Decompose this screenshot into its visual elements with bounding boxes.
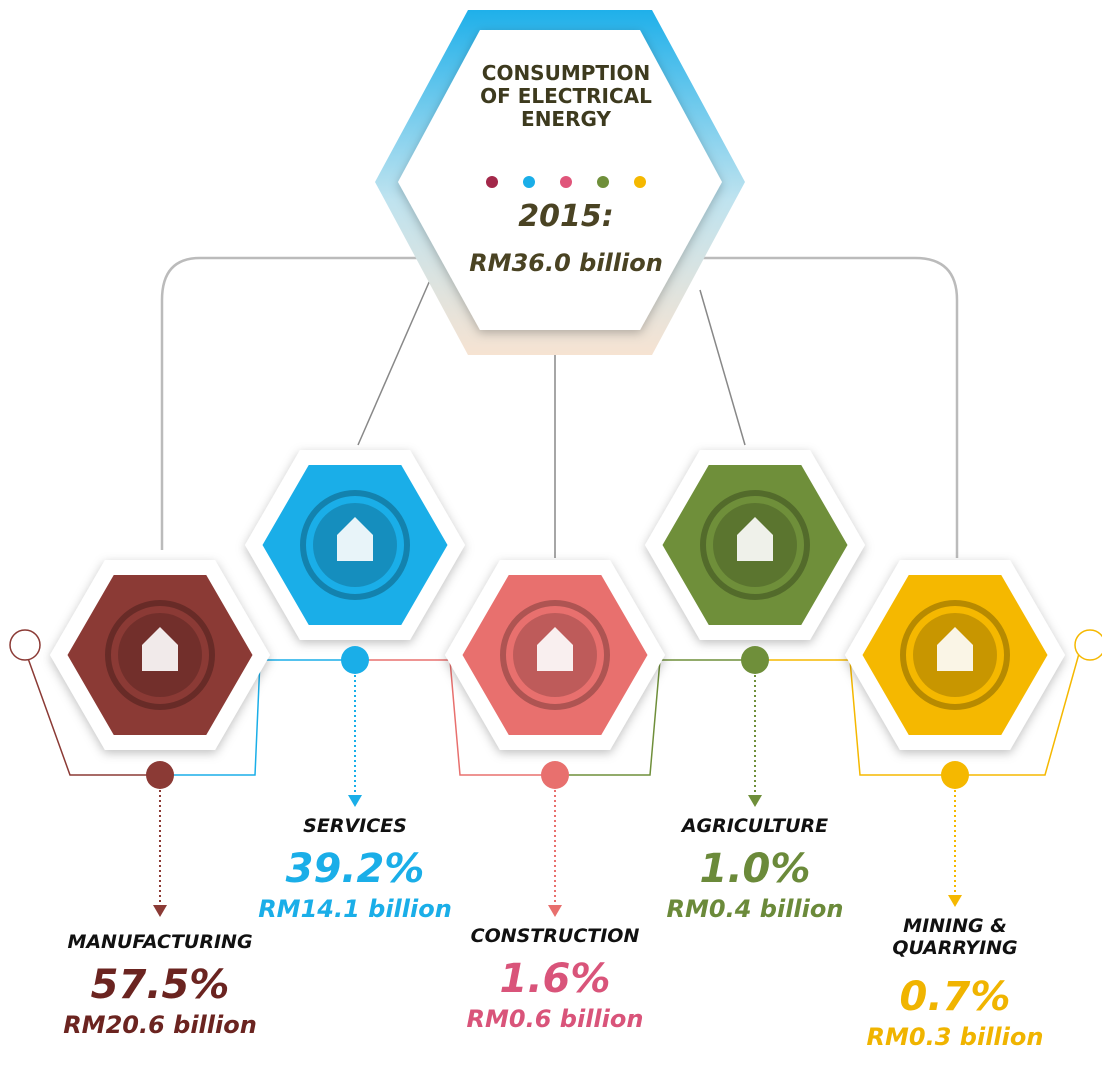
sector-amount: RM0.4 billion — [666, 895, 844, 923]
zigzag-line — [555, 659, 755, 776]
sector-name: MINING & QUARRYING — [892, 915, 1018, 959]
sector-dot — [541, 761, 569, 789]
connector — [690, 256, 959, 558]
arrow-head — [548, 905, 562, 917]
zigzag-line — [24, 649, 160, 776]
year: 2015: — [518, 199, 614, 234]
sector-dot — [941, 761, 969, 789]
sector-share: 39.2% — [285, 846, 425, 892]
icon — [537, 627, 573, 645]
connectors — [160, 256, 959, 558]
sector-share: 57.5% — [90, 962, 230, 1008]
sector-share: 0.7% — [899, 974, 1011, 1020]
end-ring — [1074, 629, 1102, 661]
arrow-head — [348, 795, 362, 807]
arrow-head — [748, 795, 762, 807]
legend-dot — [486, 176, 498, 188]
zigzag-line — [160, 659, 355, 776]
sector-name: CONSTRUCTION — [470, 925, 640, 947]
icon — [142, 627, 178, 645]
total: RM36.0 billion — [469, 249, 663, 277]
title: CONSUMPTION OF ELECTRICAL ENERGY — [480, 61, 652, 131]
zigzag-line — [955, 649, 1081, 776]
sector-dot — [146, 761, 174, 789]
icon — [937, 645, 973, 671]
icon — [142, 645, 178, 671]
sector-name: SERVICES — [303, 815, 407, 837]
legend-dot — [523, 176, 535, 188]
connector — [160, 256, 420, 550]
icon — [737, 535, 773, 561]
title-hexagon-inner — [398, 30, 722, 330]
sector-amount: RM0.6 billion — [466, 1005, 644, 1033]
zigzag-line — [355, 659, 555, 776]
icon — [737, 517, 773, 535]
sector-share: 1.0% — [699, 846, 811, 892]
end-ring — [9, 629, 41, 661]
arrow-head — [948, 895, 962, 907]
icon — [537, 645, 573, 671]
sector-name: MANUFACTURING — [67, 931, 253, 953]
legend-dot — [560, 176, 572, 188]
icon — [337, 517, 373, 535]
sector-amount: RM20.6 billion — [63, 1011, 257, 1039]
icon — [937, 627, 973, 645]
legend-dot — [597, 176, 609, 188]
zigzag-line — [755, 659, 955, 776]
connector — [699, 289, 746, 446]
sector-share: 1.6% — [499, 956, 611, 1002]
connector — [357, 279, 431, 446]
sector-dot — [341, 646, 369, 674]
sector-amount: RM0.3 billion — [866, 1023, 1044, 1051]
icon — [337, 535, 373, 561]
sector-name: AGRICULTURE — [681, 815, 829, 837]
arrow-head — [153, 905, 167, 917]
sector-dot — [741, 646, 769, 674]
legend-dot — [634, 176, 646, 188]
sector-amount: RM14.1 billion — [258, 895, 452, 923]
